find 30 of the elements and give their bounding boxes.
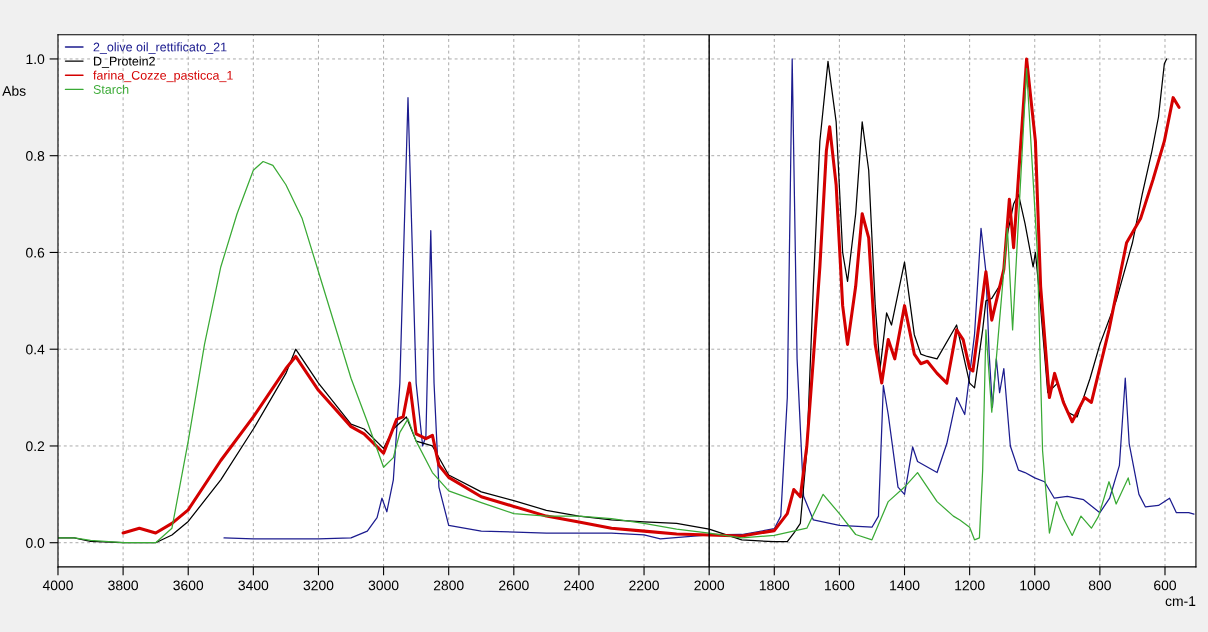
x-tick-label: 600 xyxy=(1154,580,1177,591)
x-tick-label: 2000 xyxy=(694,580,725,591)
y-axis-title: Abs xyxy=(2,85,26,96)
y-tick-label: 0.4 xyxy=(26,344,45,355)
x-tick-label: 1400 xyxy=(890,580,920,591)
x-tick-label: 1000 xyxy=(1020,580,1050,591)
x-tick-label: 800 xyxy=(1088,580,1111,591)
x-tick-label: 3600 xyxy=(173,580,204,591)
x-tick-label: 3200 xyxy=(303,580,334,591)
y-tick-label: 0.0 xyxy=(26,538,45,548)
x-tick-label: 3400 xyxy=(238,580,269,591)
x-tick-label: 1600 xyxy=(825,580,855,591)
x-tick-label: 1800 xyxy=(759,580,790,591)
y-tick-label: 0.8 xyxy=(26,151,45,161)
x-tick-label: 2200 xyxy=(629,580,659,591)
y-tick-label: 0.2 xyxy=(26,441,45,452)
x-tick-label: 4000 xyxy=(42,580,73,591)
legend-label: farina_Cozze_pasticca_1 xyxy=(93,70,233,83)
x-axis-title: cm-1 xyxy=(1165,596,1196,607)
legend-label: D_Protein2 xyxy=(94,56,155,68)
x-tick-label: 2600 xyxy=(499,580,529,591)
x-tick-label: 1200 xyxy=(955,580,985,591)
legend-label: Starch xyxy=(93,84,129,94)
legend-label: 2_olive oil_rettificato_21 xyxy=(93,42,227,54)
y-tick-label: 1.0 xyxy=(26,54,45,65)
x-tick-label: 3800 xyxy=(108,580,139,591)
x-tick-label: 2400 xyxy=(564,580,594,591)
x-tick-label: 2800 xyxy=(433,580,464,591)
y-tick-label: 0.6 xyxy=(26,247,45,258)
x-tick-label: 3000 xyxy=(368,580,399,591)
